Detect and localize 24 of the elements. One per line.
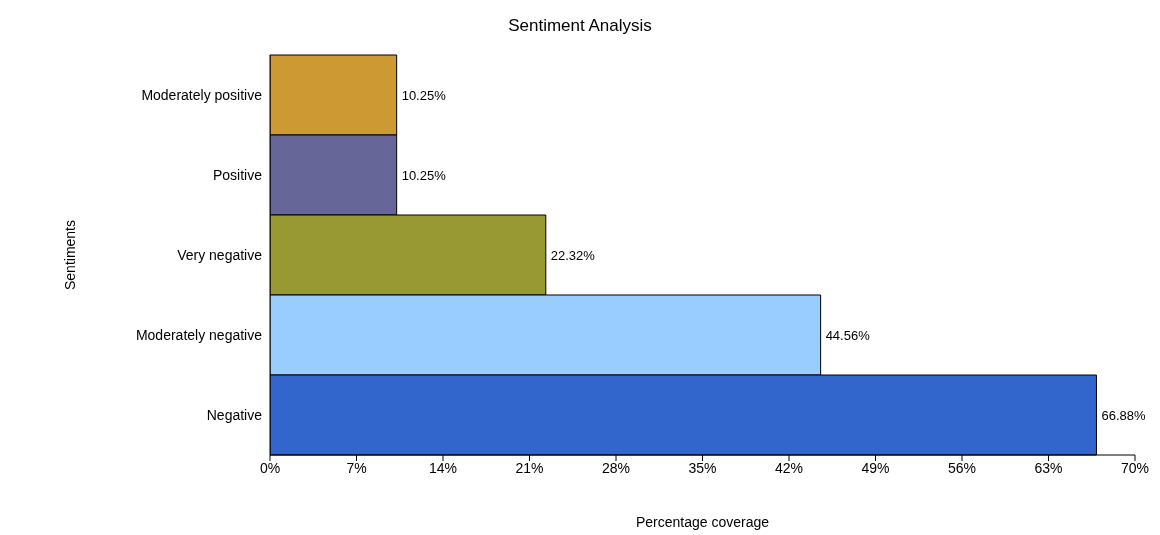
y-tick-label: Positive bbox=[212, 166, 263, 183]
data-label: 22.32% bbox=[550, 247, 596, 263]
data-label: 66.88% bbox=[1101, 407, 1146, 423]
y-tick-label: Negative bbox=[206, 406, 263, 423]
x-tick-label: 28% bbox=[601, 459, 631, 476]
data-label: 10.25% bbox=[401, 87, 447, 103]
y-tick-label: Moderately negative bbox=[135, 326, 263, 343]
x-tick-label: 49% bbox=[861, 459, 890, 476]
x-tick-label: 35% bbox=[688, 459, 717, 476]
x-tick-label: 56% bbox=[947, 459, 977, 476]
x-tick-label: 70% bbox=[1120, 459, 1150, 476]
x-axis-title: Percentage coverage bbox=[635, 514, 770, 530]
x-tick-label: 7% bbox=[346, 459, 367, 476]
data-label: 44.56% bbox=[825, 327, 871, 343]
x-tick-label: 21% bbox=[515, 459, 544, 476]
y-axis-title: Sentiments bbox=[61, 219, 78, 291]
chart-title: Sentiment Analysis bbox=[507, 16, 653, 36]
data-label: 10.25% bbox=[401, 167, 447, 183]
y-tick-label: Moderately positive bbox=[141, 86, 263, 103]
y-tick-label: Very negative bbox=[177, 246, 263, 263]
x-tick-label: 14% bbox=[428, 459, 458, 476]
x-tick-label: 0% bbox=[259, 459, 281, 476]
x-tick-label: 63% bbox=[1034, 459, 1063, 476]
x-tick-label: 42% bbox=[774, 459, 804, 476]
